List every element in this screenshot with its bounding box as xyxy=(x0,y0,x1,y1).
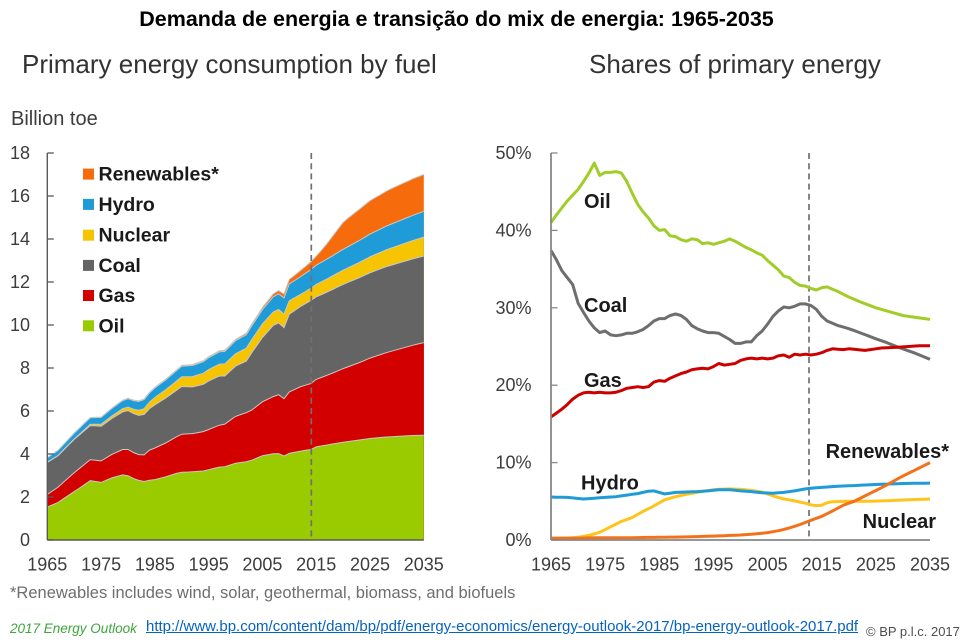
svg-text:0: 0 xyxy=(20,530,30,550)
svg-text:1965: 1965 xyxy=(531,555,571,575)
svg-text:2005: 2005 xyxy=(242,555,282,575)
svg-text:14: 14 xyxy=(10,229,30,249)
svg-text:1985: 1985 xyxy=(639,555,679,575)
svg-text:40%: 40% xyxy=(495,220,531,240)
svg-text:18: 18 xyxy=(10,143,30,163)
svg-text:Gas: Gas xyxy=(584,370,622,392)
svg-text:50%: 50% xyxy=(495,143,531,163)
svg-text:20%: 20% xyxy=(495,375,531,395)
svg-text:Coal: Coal xyxy=(584,295,627,317)
svg-text:Oil: Oil xyxy=(99,315,125,337)
svg-text:1995: 1995 xyxy=(189,555,229,575)
svg-text:2025: 2025 xyxy=(856,555,896,575)
svg-text:0%: 0% xyxy=(505,530,531,550)
svg-text:8: 8 xyxy=(20,358,30,378)
svg-text:Hydro: Hydro xyxy=(581,473,639,495)
svg-text:2015: 2015 xyxy=(802,555,842,575)
svg-text:Nuclear: Nuclear xyxy=(863,511,937,533)
svg-text:Gas: Gas xyxy=(99,285,136,307)
svg-text:1975: 1975 xyxy=(585,555,625,575)
svg-text:2035: 2035 xyxy=(910,555,950,575)
svg-text:2035: 2035 xyxy=(404,555,444,575)
svg-text:2: 2 xyxy=(20,487,30,507)
svg-text:Oil: Oil xyxy=(584,191,611,213)
svg-text:4: 4 xyxy=(20,444,30,464)
svg-text:1965: 1965 xyxy=(27,555,67,575)
svg-text:1975: 1975 xyxy=(81,555,121,575)
svg-text:10: 10 xyxy=(10,315,30,335)
svg-text:Nuclear: Nuclear xyxy=(99,225,171,247)
svg-text:1985: 1985 xyxy=(135,555,175,575)
svg-text:Hydro: Hydro xyxy=(99,194,155,216)
svg-text:2005: 2005 xyxy=(748,555,788,575)
svg-text:2015: 2015 xyxy=(296,555,336,575)
svg-text:6: 6 xyxy=(20,401,30,421)
svg-text:16: 16 xyxy=(10,186,30,206)
svg-text:10%: 10% xyxy=(495,453,531,473)
svg-text:30%: 30% xyxy=(495,298,531,318)
svg-text:Coal: Coal xyxy=(99,255,141,277)
svg-text:12: 12 xyxy=(10,272,30,292)
svg-text:Renewables*: Renewables* xyxy=(826,441,950,463)
svg-text:Renewables*: Renewables* xyxy=(99,164,220,186)
svg-text:2025: 2025 xyxy=(350,555,390,575)
svg-text:1995: 1995 xyxy=(693,555,733,575)
